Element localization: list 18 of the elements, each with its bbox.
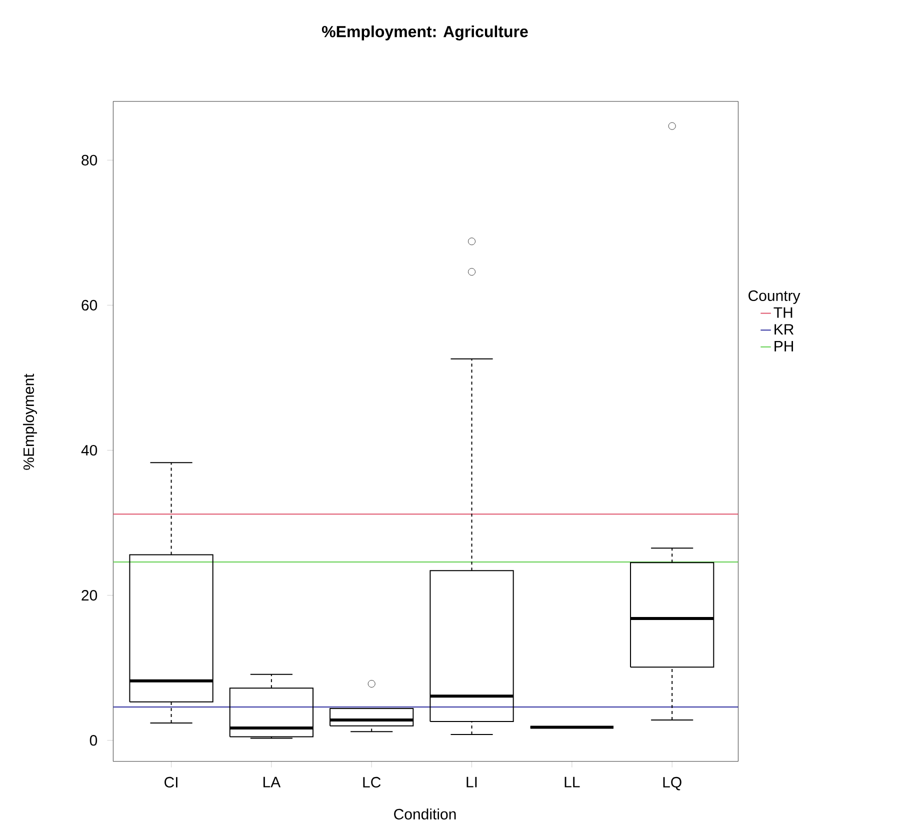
y-tick-label: 0	[90, 735, 98, 746]
x-tick-label: LC	[363, 776, 381, 788]
x-tick-label: LL	[564, 776, 580, 788]
legend-label: TH	[774, 307, 792, 318]
y-tick-label: 20	[82, 590, 98, 601]
legend-label: PH	[774, 341, 793, 352]
x-tick-label: LQ	[663, 776, 682, 790]
y-tick-label: 80	[82, 154, 98, 166]
x-tick-label: LI	[466, 776, 477, 788]
x-axis-title: Condition	[394, 808, 456, 820]
y-tick-label: 40	[81, 444, 98, 456]
y-axis-title: %Employment	[23, 374, 37, 470]
legend-title: Country	[748, 290, 800, 304]
chart-title: %Employment: Agriculture	[322, 26, 528, 40]
x-tick-label: LA	[263, 776, 281, 788]
y-tick-label: 60	[82, 300, 98, 311]
x-tick-label: CI	[164, 776, 178, 788]
legend-label: KR	[774, 324, 794, 335]
